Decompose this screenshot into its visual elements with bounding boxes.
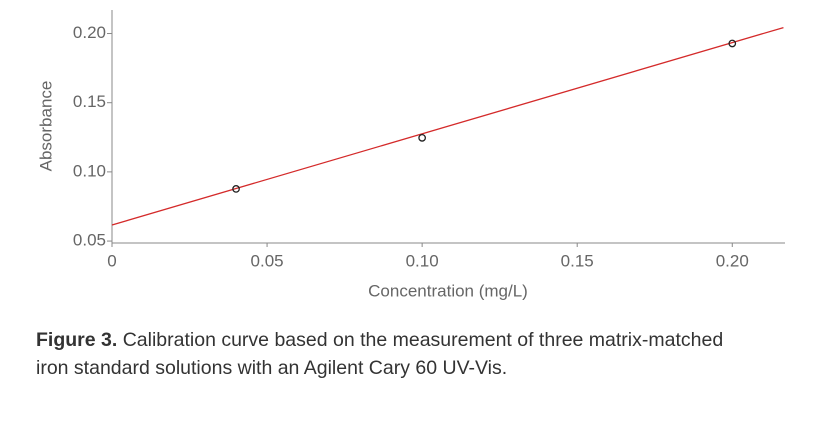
data-point xyxy=(232,185,240,193)
data-point xyxy=(418,133,426,142)
x-tick-label: 0 xyxy=(107,251,116,270)
x-tick-label: 0.05 xyxy=(251,251,284,270)
x-axis-title: Concentration (mg/L) xyxy=(368,281,528,300)
x-tick-label: 0.10 xyxy=(406,251,439,270)
caption-label: Figure 3. xyxy=(36,329,118,351)
y-tick-label: 0.10 xyxy=(73,161,106,180)
y-tick-label: 0.20 xyxy=(73,23,106,42)
caption: Figure 3. Calibration curve based on the… xyxy=(36,326,756,382)
y-tick-label: 0.05 xyxy=(73,231,106,250)
fit-line xyxy=(111,26,784,226)
caption-text: Calibration curve based on the measureme… xyxy=(36,329,724,379)
chart: Concentration (mg/L) Absorbance 0.05 0.10… xyxy=(36,10,785,300)
data-point xyxy=(728,39,737,48)
y-axis-title: Absorbance xyxy=(36,81,55,172)
x-tick-label: 0.20 xyxy=(716,251,749,270)
y-tick-label: 0.15 xyxy=(73,92,106,111)
x-tick-label: 0.15 xyxy=(561,251,594,270)
